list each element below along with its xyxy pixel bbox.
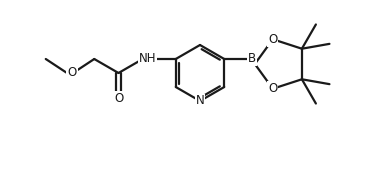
Text: B: B — [248, 52, 256, 65]
Text: O: O — [268, 33, 277, 46]
Text: N: N — [195, 95, 204, 108]
Text: O: O — [268, 82, 277, 95]
Text: O: O — [114, 92, 123, 105]
Text: NH: NH — [139, 52, 157, 65]
Text: O: O — [67, 67, 77, 80]
